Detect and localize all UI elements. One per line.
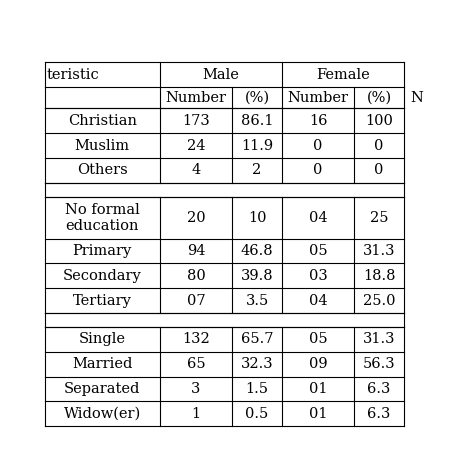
Text: Female: Female	[316, 68, 370, 82]
Text: 03: 03	[309, 269, 328, 283]
Text: 0: 0	[313, 164, 323, 177]
Text: 01: 01	[309, 382, 327, 396]
Text: 46.8: 46.8	[241, 244, 273, 258]
Text: 16: 16	[309, 114, 327, 128]
Text: 1: 1	[191, 407, 201, 421]
Text: 132: 132	[182, 332, 210, 346]
Text: 2: 2	[252, 164, 262, 177]
Text: 3: 3	[191, 382, 201, 396]
Text: 18.8: 18.8	[363, 269, 395, 283]
Text: No formal
education: No formal education	[65, 202, 140, 233]
Text: 56.3: 56.3	[363, 357, 395, 371]
Text: 1.5: 1.5	[246, 382, 269, 396]
Text: 94: 94	[187, 244, 205, 258]
Text: 65: 65	[187, 357, 205, 371]
Text: 05: 05	[309, 332, 328, 346]
Text: 01: 01	[309, 407, 327, 421]
Text: 07: 07	[187, 294, 205, 308]
Text: 0: 0	[313, 138, 323, 153]
Text: Single: Single	[79, 332, 126, 346]
Text: (%): (%)	[245, 91, 270, 105]
Text: teristic: teristic	[46, 68, 99, 82]
Text: Christian: Christian	[68, 114, 137, 128]
Text: 80: 80	[187, 269, 205, 283]
Text: 0.5: 0.5	[246, 407, 269, 421]
Text: 24: 24	[187, 138, 205, 153]
Text: 6.3: 6.3	[367, 407, 391, 421]
Text: 10: 10	[248, 210, 266, 225]
Text: 6.3: 6.3	[367, 382, 391, 396]
Text: Male: Male	[202, 68, 239, 82]
Text: 25: 25	[370, 210, 388, 225]
Text: 4: 4	[191, 164, 201, 177]
Text: Primary: Primary	[73, 244, 132, 258]
Text: 25.0: 25.0	[363, 294, 395, 308]
Text: 173: 173	[182, 114, 210, 128]
Text: 39.8: 39.8	[241, 269, 273, 283]
Text: Separated: Separated	[64, 382, 140, 396]
Text: Others: Others	[77, 164, 128, 177]
Text: Married: Married	[72, 357, 133, 371]
Text: (%): (%)	[366, 91, 392, 105]
Text: 31.3: 31.3	[363, 244, 395, 258]
Text: Number: Number	[288, 91, 348, 105]
Text: Tertiary: Tertiary	[73, 294, 132, 308]
Text: 20: 20	[187, 210, 205, 225]
Text: 31.3: 31.3	[363, 332, 395, 346]
Text: 05: 05	[309, 244, 328, 258]
Text: 0: 0	[374, 138, 384, 153]
Text: 11.9: 11.9	[241, 138, 273, 153]
Text: 65.7: 65.7	[241, 332, 273, 346]
Text: 86.1: 86.1	[241, 114, 273, 128]
Text: 04: 04	[309, 210, 328, 225]
Text: 32.3: 32.3	[241, 357, 273, 371]
Text: Number: Number	[165, 91, 227, 105]
Text: Muslim: Muslim	[75, 138, 130, 153]
Text: 0: 0	[374, 164, 384, 177]
Text: N: N	[411, 91, 424, 105]
Text: Widow(er): Widow(er)	[64, 407, 141, 421]
Text: Secondary: Secondary	[63, 269, 142, 283]
Text: 04: 04	[309, 294, 328, 308]
Text: 3.5: 3.5	[246, 294, 269, 308]
Text: 100: 100	[365, 114, 393, 128]
Text: 09: 09	[309, 357, 328, 371]
